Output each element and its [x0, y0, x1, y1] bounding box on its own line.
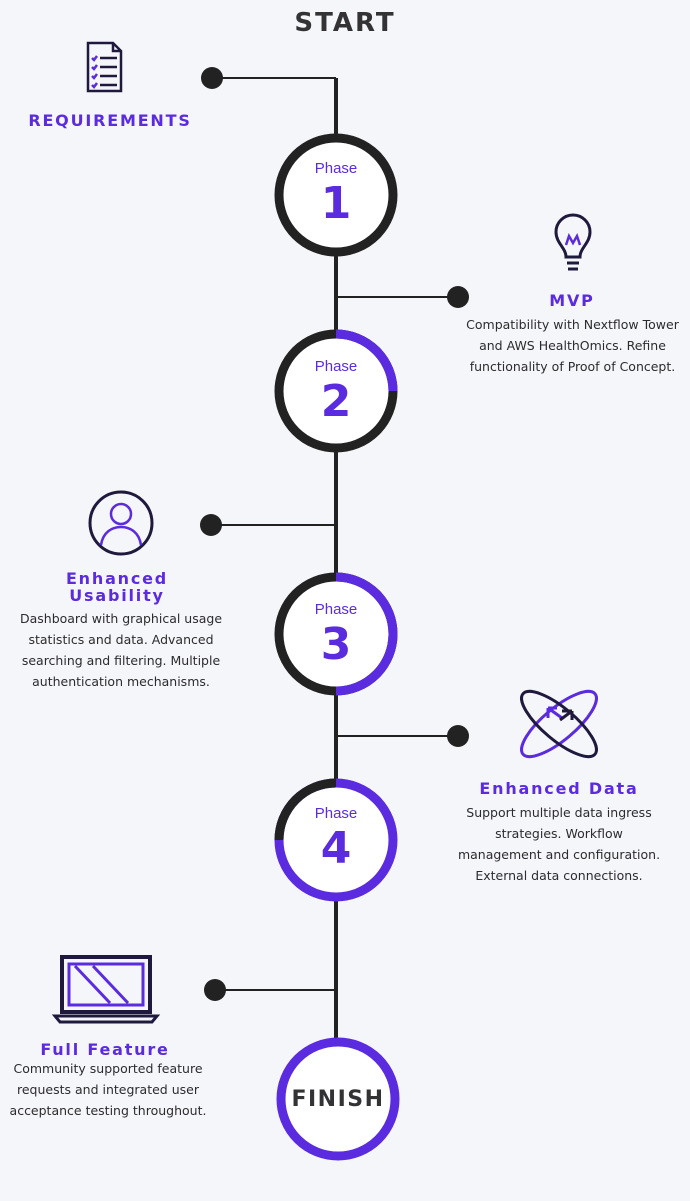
checklist-icon [86, 41, 123, 93]
finish-ring [276, 1037, 400, 1161]
phase-1-label: Phase [314, 160, 358, 177]
user-icon [88, 490, 154, 556]
connector-enhanced-data [336, 725, 469, 747]
connector-enhanced-usability [200, 514, 336, 536]
phase-3-label: Phase [314, 601, 358, 618]
laptop-icon [51, 955, 161, 1024]
phase-3-number: 3 [320, 619, 352, 670]
milestone-requirements-title: REQUIREMENTS [28, 111, 192, 130]
phase-2-number: 2 [320, 376, 352, 427]
phase-4-label: Phase [314, 805, 358, 822]
connector-mvp [336, 286, 469, 308]
milestone-enhanced-data-title: Enhanced Data [479, 779, 639, 798]
lightbulb-icon [554, 213, 592, 271]
phase-4-number: 4 [320, 823, 352, 874]
connector-full-feature [204, 979, 336, 1001]
phase-3-ring [274, 572, 398, 696]
milestone-mvp-title: MVP [549, 291, 595, 310]
phase-1-ring [274, 133, 398, 257]
milestone-full-feature-title: Full Feature [40, 1040, 170, 1059]
milestone-mvp-description: Compatibility with Nextflow Tower and AW… [466, 317, 679, 374]
finish-label: FINISH [291, 1087, 385, 1112]
milestone-enhanced-data-description: Support multiple data ingress strategies… [457, 805, 661, 883]
phase-1-number: 1 [320, 178, 352, 229]
phase-4-ring [274, 778, 398, 902]
milestone-full-feature-description: Community supported feature requests and… [9, 1061, 207, 1118]
milestone-enhanced-usability-description: Dashboard with graphical usage statistic… [19, 611, 223, 689]
connector-requirements [201, 67, 336, 89]
phase-2-label: Phase [314, 358, 358, 375]
phase-2-ring [274, 329, 398, 453]
milestone-enhanced-usability-title: Enhanced Usability [65, 569, 169, 605]
data-arrows-icon [520, 689, 598, 759]
start-label: START [294, 8, 396, 38]
